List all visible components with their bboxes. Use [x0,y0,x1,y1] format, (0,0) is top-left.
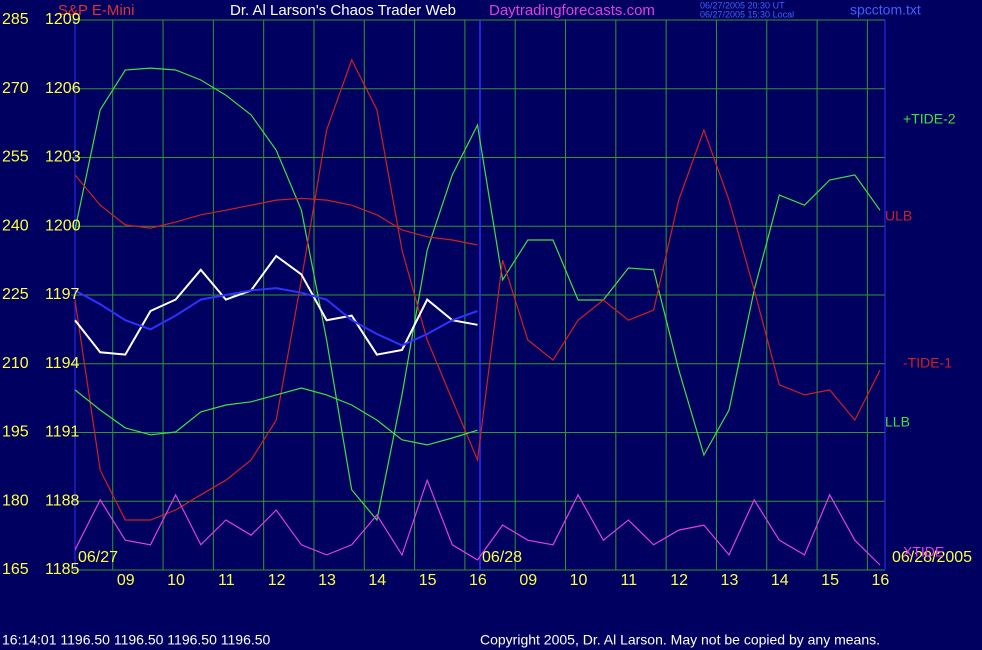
y2-tick-label: 1191 [45,424,80,441]
series-label: -TIDE-1 [903,355,952,371]
x-tick-label: 13 [318,572,336,589]
x-tick-label: 09 [117,572,135,589]
y2-tick-label: 1194 [45,355,80,372]
x-tick-label: 10 [570,572,588,589]
x-tick-label: 11 [218,572,235,589]
date-label: 06/27 [78,549,118,566]
copyright: Copyright 2005, Dr. Al Larson. May not b… [480,632,880,648]
grid [71,19,885,571]
x-tick-label: 11 [621,572,638,589]
y2-tick-label: 1185 [45,561,80,578]
series-line [74,387,478,446]
date-label: 06/28 [482,549,522,566]
y-tick-label: 285 [2,11,29,28]
y-tick-label: 240 [2,217,29,234]
series-label: ULB [885,208,912,224]
series-line [74,287,478,347]
x-tick-label: 09 [519,572,537,589]
y-tick-label: 255 [2,149,29,166]
y2-tick-label: 1200 [45,217,81,234]
series-line [74,58,881,521]
x-tick-label: 12 [268,572,286,589]
symbol: S&P E-Mini [58,2,134,19]
title: Dr. Al Larson's Chaos Trader Web [230,2,456,19]
x-tick-label: 10 [167,572,185,589]
series-line [74,478,881,566]
series-label: LLB [885,414,910,430]
y-tick-label: 225 [2,286,29,303]
series-label: +TIDE-2 [903,111,956,127]
y-tick-label: 210 [2,355,29,372]
y2-tick-label: 1209 [45,11,81,28]
stamp-local: 06/27/2005 15:30 Local [700,9,794,19]
x-tick-label: 12 [670,572,688,589]
quote: 16:14:01 1196.50 1196.50 1196.50 1196.50 [2,632,271,648]
site: Daytradingforecasts.com [489,2,655,19]
y2-tick-label: 1188 [45,492,80,509]
series-line [74,174,478,246]
x-tick-label: 13 [721,572,739,589]
series-line [74,67,881,522]
y-tick-label: 270 [2,80,29,97]
x-tick-label: 16 [469,572,487,589]
series-label: XTIDE [903,544,944,560]
x-tick-label: 14 [771,572,789,589]
y-tick-label: 165 [2,561,29,578]
x-tick-label: 15 [419,572,437,589]
date-label: 06/28/2005 [892,549,972,566]
plot-area [74,58,881,566]
y2-tick-label: 1197 [45,286,80,303]
y2-tick-label: 1203 [45,149,81,166]
x-tick-label: 15 [821,572,839,589]
y-tick-label: 180 [2,492,29,509]
y2-tick-label: 1206 [45,80,81,97]
x-tick-label: 14 [368,572,386,589]
stamp-ut: 06/27/2005 20:30 UT [700,0,785,10]
file-name: spcctom.txt [850,2,921,18]
x-tick-label: 16 [871,572,889,589]
y-tick-label: 195 [2,424,29,441]
